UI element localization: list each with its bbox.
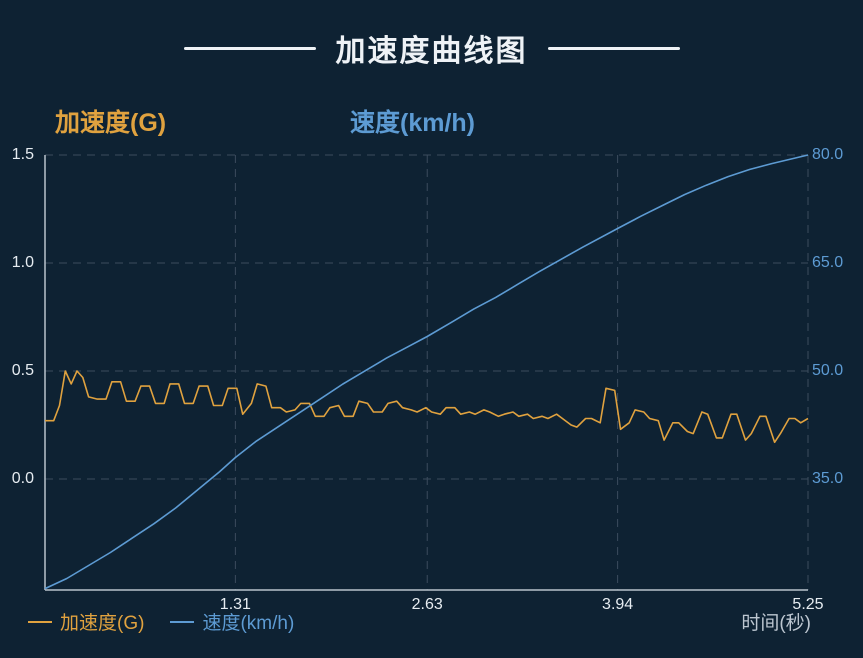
legend-item: 速度(km/h) [170,608,294,635]
left-axis-ticks: 1.5 1.0 0.5 0.0 [0,146,40,590]
left-tick-label: 1.5 [11,146,34,163]
x-tick-label: 1.31 [219,596,251,613]
x-axis-ticks: 1.31 2.63 3.94 5.25 [45,596,824,616]
right-axis-title: 速度(km/h) [350,109,476,137]
chart-title-row: 加速度曲线图 [0,26,863,70]
acceleration-series-line [45,370,809,444]
legend-label: 加速度(G) [60,613,145,634]
title-decoration-line-left [183,46,316,50]
right-tick-label: 65.0 [812,254,844,272]
x-tick-label: 2.63 [411,596,443,613]
left-tick-label: 1.0 [11,253,34,271]
left-tick-label: 0.5 [11,361,34,379]
chart-title: 加速度曲线图 [335,35,528,68]
plot-area [44,154,809,591]
right-tick-label: 35.0 [812,470,844,488]
left-axis-title: 加速度(G) [55,109,167,137]
plot-svg [44,154,809,591]
x-tick-label: 3.94 [602,596,634,613]
legend-item: 加速度(G) [28,608,144,635]
right-tick-label: 50.0 [812,362,844,380]
left-tick-label: 0.0 [11,469,34,487]
speed-series-line [44,154,809,590]
legend: 加速度(G) 速度(km/h) [28,608,294,635]
right-tick-label: 80.0 [812,146,844,163]
right-axis-ticks: 80.0 65.0 50.0 35.0 [812,146,862,590]
acceleration-legend-swatch [28,620,52,623]
speed-legend-swatch [170,620,195,623]
x-tick-label: 5.25 [792,596,824,613]
title-decoration-line-right [547,46,680,50]
legend-label: 速度(km/h) [202,613,295,634]
x-axis-label: 时间(秒) [741,613,811,634]
